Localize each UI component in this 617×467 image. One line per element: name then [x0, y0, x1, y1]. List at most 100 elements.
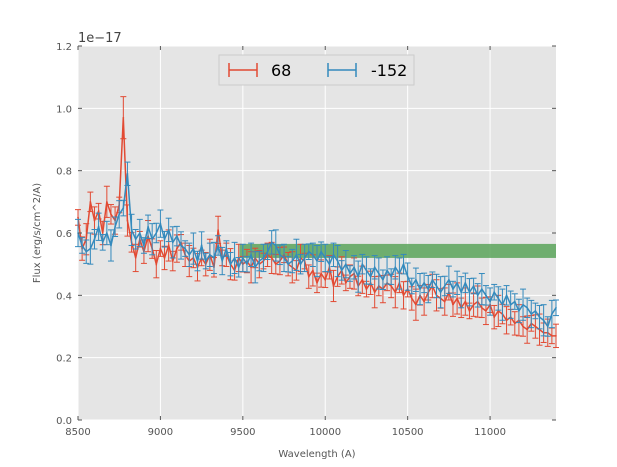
data-point	[89, 201, 92, 203]
data-point	[89, 247, 92, 250]
data-point	[114, 225, 116, 228]
data-point	[378, 272, 380, 275]
data-point	[353, 266, 355, 269]
data-point	[188, 254, 191, 256]
data-point	[266, 250, 269, 253]
y-axis-label: Flux (erg/s/cm^2/A)	[32, 183, 43, 283]
data-point	[130, 229, 133, 231]
data-point	[456, 297, 458, 300]
data-point	[481, 307, 483, 309]
data-point	[489, 300, 491, 303]
data-point	[551, 335, 553, 337]
data-point	[361, 278, 364, 281]
data-point	[415, 303, 417, 306]
x-tick-label: 9500	[230, 427, 255, 438]
data-point	[365, 288, 368, 290]
data-point	[526, 328, 528, 331]
x-tick-label: 8500	[65, 427, 90, 438]
y-tick-label: 0.8	[56, 167, 72, 178]
data-point	[209, 254, 211, 256]
data-point	[402, 294, 405, 297]
data-point	[147, 225, 149, 228]
data-point	[464, 282, 467, 284]
data-point	[200, 244, 203, 247]
data-point	[110, 213, 112, 216]
selection-band	[239, 243, 556, 258]
data-point	[373, 291, 376, 294]
data-point	[485, 310, 487, 312]
data-point	[229, 263, 232, 265]
data-point	[262, 257, 265, 259]
data-point	[410, 297, 413, 300]
band-layer	[239, 243, 556, 258]
data-point	[464, 300, 467, 303]
data-point	[307, 275, 310, 278]
data-point	[316, 282, 318, 284]
data-point	[328, 263, 331, 265]
data-point	[456, 282, 458, 284]
data-point	[324, 278, 327, 281]
data-point	[93, 219, 96, 222]
data-point	[431, 278, 434, 281]
data-point	[101, 241, 104, 244]
data-point	[122, 116, 125, 119]
y-tick-label: 1.2	[56, 42, 72, 53]
data-point	[452, 303, 454, 306]
legend-label-68: 68	[271, 61, 291, 80]
data-point	[526, 307, 528, 309]
data-point	[551, 313, 553, 315]
data-point	[155, 232, 158, 234]
data-point	[134, 238, 137, 241]
data-point	[555, 335, 557, 337]
data-point	[242, 257, 244, 259]
data-point	[225, 247, 228, 250]
series-layer	[75, 96, 559, 349]
data-point	[345, 282, 347, 284]
data-point	[410, 285, 413, 287]
data-point	[279, 254, 281, 256]
data-point	[167, 244, 170, 247]
data-point	[291, 260, 294, 262]
data-point	[538, 316, 541, 318]
data-point	[106, 201, 108, 203]
data-point	[452, 288, 454, 290]
data-point	[180, 244, 182, 247]
data-point	[361, 263, 364, 265]
data-point	[176, 235, 178, 237]
x-tick-label: 11000	[474, 427, 506, 438]
data-point	[390, 275, 392, 278]
data-point	[106, 232, 108, 234]
x-tick-label: 10500	[392, 427, 424, 438]
data-point	[390, 285, 392, 287]
data-point	[246, 263, 248, 265]
data-point	[493, 316, 495, 318]
data-point	[386, 269, 388, 272]
data-point	[369, 275, 372, 278]
data-point	[221, 260, 224, 262]
data-point	[299, 263, 302, 265]
data-point	[316, 260, 318, 262]
data-point	[324, 257, 327, 259]
data-point	[254, 266, 256, 269]
data-point	[320, 250, 322, 253]
data-point	[522, 325, 524, 328]
data-point	[303, 257, 306, 259]
data-point	[233, 257, 236, 259]
data-point	[192, 247, 195, 250]
data-point	[402, 263, 405, 265]
data-point	[237, 266, 240, 269]
data-point	[468, 310, 471, 312]
data-point	[312, 269, 314, 272]
data-point	[448, 278, 450, 281]
x-axis-label: Wavelength (A)	[278, 449, 355, 460]
data-point	[274, 263, 277, 265]
data-point	[546, 325, 549, 328]
data-point	[213, 257, 215, 259]
data-point	[122, 207, 125, 209]
data-point	[287, 263, 289, 265]
data-point	[340, 269, 343, 272]
legend-label-minus-152: -152	[371, 61, 407, 80]
data-point	[423, 300, 425, 303]
plot-area	[75, 45, 559, 421]
data-point	[481, 288, 483, 290]
